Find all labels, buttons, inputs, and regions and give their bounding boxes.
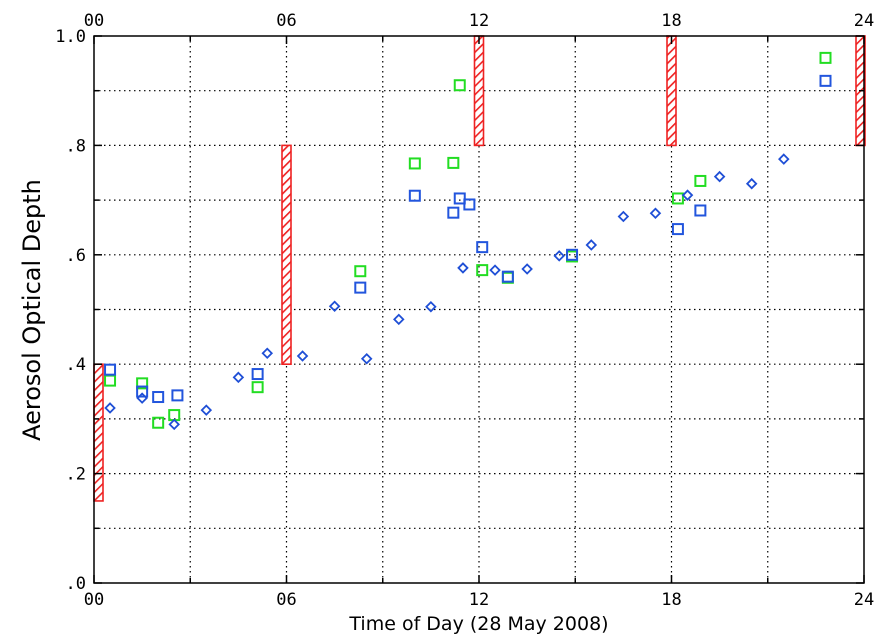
diamond-point xyxy=(617,210,630,223)
square-point xyxy=(694,174,707,187)
diamond-point xyxy=(328,300,341,312)
diamond-point xyxy=(681,189,694,201)
y-axis-title: Aerosol Optical Depth xyxy=(18,179,46,441)
square-point xyxy=(152,416,165,429)
x-tick-label-bottom: 06 xyxy=(276,590,296,610)
square-point xyxy=(408,157,421,170)
square-point xyxy=(104,374,117,387)
y-tick-label: .8 xyxy=(66,136,86,156)
hatched-bar xyxy=(666,35,677,147)
x-tick-label-top: 06 xyxy=(276,11,296,31)
y-tick-label: 1.0 xyxy=(55,27,86,47)
x-tick-label-top: 12 xyxy=(469,11,489,31)
square-point xyxy=(501,270,514,283)
square-point xyxy=(476,264,489,277)
diamond-point xyxy=(778,153,790,165)
diamond-point xyxy=(232,371,245,384)
diamond-point xyxy=(104,402,116,414)
tick-marks xyxy=(93,35,865,584)
diamond-point xyxy=(261,347,274,360)
x-axis-title: Time of Day (28 May 2008) xyxy=(348,613,608,635)
square-point xyxy=(408,189,421,202)
square-point xyxy=(136,377,149,390)
y-tick-label: .2 xyxy=(66,465,86,485)
diamond-point xyxy=(521,263,533,275)
hatched-bar xyxy=(473,35,485,147)
diamond-point xyxy=(200,404,213,416)
square-point xyxy=(152,391,165,404)
diamond-point xyxy=(136,392,148,404)
square-point xyxy=(476,241,489,254)
square-point xyxy=(671,192,684,205)
diamond-point xyxy=(553,250,565,262)
x-tick-label-top: 00 xyxy=(84,11,104,31)
x-tick-label-bottom: 24 xyxy=(854,590,874,610)
diamond-point xyxy=(393,313,405,326)
x-tick-label-top: 18 xyxy=(661,11,681,31)
square-point xyxy=(171,389,184,402)
x-tick-label-bottom: 12 xyxy=(469,590,489,610)
diamond-point xyxy=(425,300,437,313)
square-point xyxy=(354,265,367,278)
square-point xyxy=(251,381,264,394)
square-point xyxy=(354,281,367,294)
hatched-bar xyxy=(281,144,292,365)
square-point xyxy=(447,156,460,169)
square-point xyxy=(251,368,264,381)
square-point xyxy=(566,248,579,261)
diamond-point xyxy=(713,170,726,183)
hatched-bar xyxy=(93,363,104,502)
x-tick-label-bottom: 00 xyxy=(84,590,104,610)
diamond-point xyxy=(649,207,662,220)
square-point xyxy=(447,206,460,219)
square-point xyxy=(694,204,707,217)
diamond-point xyxy=(360,352,373,365)
square-point xyxy=(453,192,466,205)
diamond-point xyxy=(489,264,501,276)
diamond-point xyxy=(745,177,758,190)
square-point xyxy=(819,74,832,87)
x-tick-label-top: 24 xyxy=(854,11,874,31)
square-point xyxy=(453,79,466,92)
data-points xyxy=(104,51,832,431)
diamond-point xyxy=(168,418,180,431)
square-point xyxy=(819,51,832,64)
x-tick-label-bottom: 18 xyxy=(661,590,681,610)
square-point xyxy=(136,385,149,398)
diamond-point xyxy=(457,262,469,274)
diamond-point xyxy=(585,239,598,251)
y-tick-label: .0 xyxy=(66,574,86,594)
square-point xyxy=(463,198,476,211)
diamond-point xyxy=(296,350,309,362)
tick-labels: 00 00 06 06 12 12 18 18 24 24 .0 .2 .4 .6 .8 1.0 xyxy=(55,11,874,610)
y-tick-label: .6 xyxy=(66,246,86,266)
square-point xyxy=(104,363,117,376)
square-point xyxy=(671,223,684,236)
y-tick-label: .4 xyxy=(66,355,86,375)
